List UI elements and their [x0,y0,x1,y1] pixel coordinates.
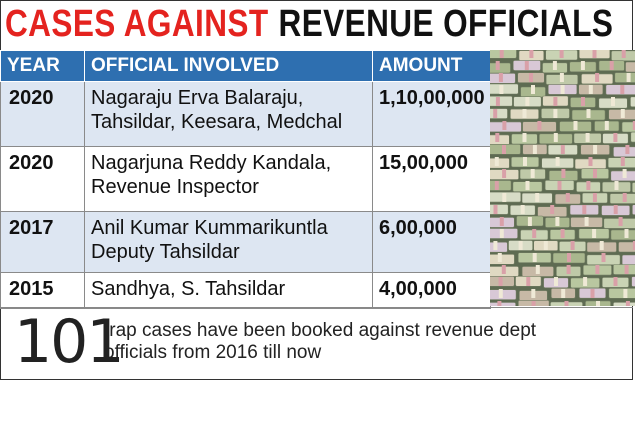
row-year: 2015 [0,272,85,309]
official-title: Deputy Tahsildar [91,241,240,263]
row-year: 2017 [0,211,85,273]
cash-bundles-photo [490,50,635,306]
official-name: Nagaraju Erva Balaraju, [91,87,304,109]
header-official: OFFICIAL INVOLVED [84,50,373,82]
header-year: YEAR [0,50,85,82]
row-amount: 6,00,000 [372,211,491,273]
trap-case-count: 101 [14,307,125,377]
row-amount: 4,00,000 [372,272,491,309]
row-official: Anil Kumar Kummarikuntla Deputy Tahsilda… [84,211,373,273]
official-name: Sandhya, S. Tahsildar [91,278,286,300]
footer-line-1: trap cases have been booked against reve… [104,320,537,341]
row-official: Nagaraju Erva Balaraju, Tahsildar, Keesa… [84,81,373,147]
row-year: 2020 [0,81,85,147]
headline: CASES AGAINST REVENUE OFFICIALS [0,0,613,48]
row-amount: 1,10,00,000 [372,81,491,147]
footer-line-2: officials from 2016 till now [104,342,322,363]
footer-text: trap cases have been booked against reve… [104,320,624,364]
cases-table: YEAR OFFICIAL INVOLVED AMOUNT 2020 Nagar… [0,50,491,309]
table-row: 2020 Nagaraju Erva Balaraju, Tahsildar, … [0,81,491,147]
header-amount: AMOUNT [372,50,491,82]
table-row: 2020 Nagarjuna Reddy Kandala, Revenue In… [0,146,491,212]
official-name: Anil Kumar Kummarikuntla [91,217,328,239]
table-row: 2017 Anil Kumar Kummarikuntla Deputy Tah… [0,211,491,273]
row-amount: 15,00,000 [372,146,491,212]
table-header-row: YEAR OFFICIAL INVOLVED AMOUNT [0,50,491,82]
row-year: 2020 [0,146,85,212]
footer-stat: 101 trap cases have been booked against … [0,307,633,379]
official-name: Nagarjuna Reddy Kandala, [91,152,332,174]
table-row: 2015 Sandhya, S. Tahsildar 4,00,000 [0,272,491,309]
row-official: Nagarjuna Reddy Kandala, Revenue Inspect… [84,146,373,212]
official-title: Tahsildar, Keesara, Medchal [91,111,343,133]
row-official: Sandhya, S. Tahsildar [84,272,373,309]
headline-red: CASES AGAINST [4,2,269,45]
headline-black: REVENUE OFFICIALS [278,2,614,45]
cash-bundles-illustration [490,50,635,306]
official-title: Revenue Inspector [91,176,259,198]
